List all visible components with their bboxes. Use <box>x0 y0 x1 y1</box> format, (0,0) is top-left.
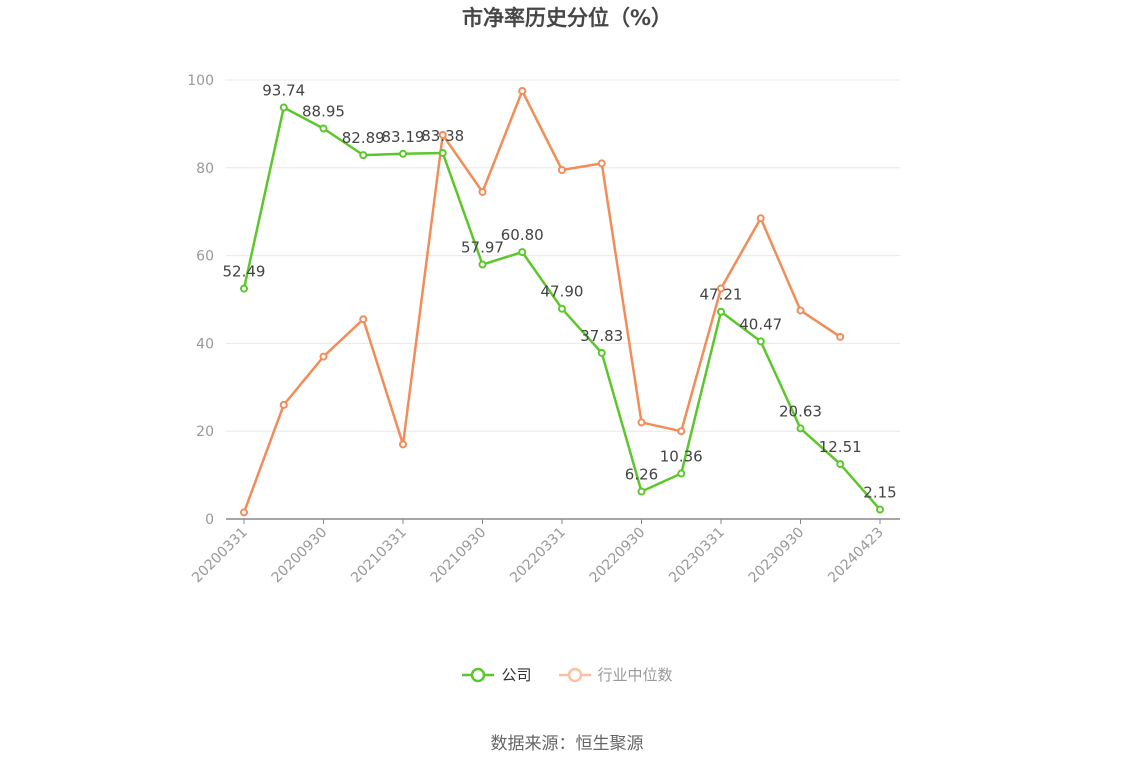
data-label-company: 2.15 <box>863 484 896 502</box>
data-point-industry <box>240 508 248 517</box>
legend: 公司 行业中位数 <box>0 664 1134 685</box>
data-point-company <box>319 124 328 133</box>
axis-layer: 0 20 40 60 80 100 20200331 20200930 20210331 2021… <box>187 73 900 586</box>
y-tick-label: 0 <box>205 512 214 528</box>
legend-company-marker-icon <box>462 667 495 682</box>
x-tick-label: 20200331 <box>189 525 251 587</box>
data-point-company <box>836 460 845 469</box>
data-point-company <box>399 149 407 158</box>
data-point-industry <box>438 130 447 139</box>
data-point-company <box>717 307 725 316</box>
data-point-company <box>796 424 805 433</box>
x-tick-label: 20230331 <box>666 525 728 587</box>
data-label-company: 12.51 <box>819 438 862 456</box>
data-point-company <box>240 284 248 293</box>
data-label-company: 52.49 <box>223 263 266 281</box>
y-tick-label: 20 <box>196 424 214 440</box>
data-source: 数据来源：恒生聚源 <box>490 734 644 754</box>
data-point-industry <box>558 165 566 174</box>
data-point-company <box>597 348 606 357</box>
data-point-industry <box>717 284 725 293</box>
data-point-industry <box>478 187 487 196</box>
data-point-company <box>677 469 686 478</box>
data-point-industry <box>279 400 288 409</box>
data-label-company: 20.63 <box>779 402 822 420</box>
series-layer <box>240 86 884 517</box>
x-tick-label: 20210930 <box>428 525 490 587</box>
data-point-company <box>279 103 288 112</box>
legend-industry-label: 行业中位数 <box>597 666 673 684</box>
y-tick-label: 80 <box>196 161 214 177</box>
data-label-company: 93.74 <box>262 81 305 99</box>
y-tick-label: 60 <box>196 249 214 265</box>
data-point-company <box>756 337 765 346</box>
legend-item-industry[interactable]: 行业中位数 <box>558 664 673 685</box>
data-point-industry <box>677 427 686 436</box>
data-point-company <box>438 148 447 157</box>
data-point-industry <box>836 332 845 341</box>
y-tick-label: 40 <box>196 336 214 352</box>
y-tick-label: 100 <box>187 73 214 89</box>
x-tick-label: 20200930 <box>269 525 331 587</box>
data-label-company: 10.36 <box>660 448 703 466</box>
data-point-company <box>478 260 487 269</box>
grid-layer <box>226 79 900 432</box>
legend-company-label: 公司 <box>501 666 532 684</box>
x-tick-label: 20210331 <box>348 525 410 587</box>
data-label-company: 57.97 <box>461 239 504 257</box>
series-line-industry <box>242 89 841 513</box>
legend-item-company[interactable]: 公司 <box>461 664 532 685</box>
data-label-company: 40.47 <box>739 315 782 333</box>
data-point-company <box>359 151 368 160</box>
data-point-industry <box>518 86 527 95</box>
data-label-company: 83.19 <box>382 128 425 146</box>
data-label-company: 47.90 <box>541 283 584 301</box>
data-label-company: 60.80 <box>501 226 544 244</box>
legend-industry-marker-icon <box>558 667 591 682</box>
data-label-company: 82.89 <box>342 129 385 147</box>
data-label-company: 88.95 <box>302 103 345 121</box>
data-point-company <box>558 304 566 313</box>
data-point-industry <box>796 306 805 315</box>
data-point-company <box>876 505 884 514</box>
data-label-company: 47.21 <box>700 286 743 304</box>
x-tick-label: 20230930 <box>746 525 808 587</box>
data-point-industry <box>319 352 328 361</box>
data-point-industry <box>597 159 606 168</box>
data-label-company: 37.83 <box>580 327 623 345</box>
data-point-company <box>637 487 646 496</box>
x-tick-label: 20220930 <box>587 525 649 587</box>
chart-title: 市净率历史分位（%） <box>461 6 673 30</box>
data-point-industry <box>637 418 646 427</box>
data-point-industry <box>359 315 368 324</box>
data-label-company: 6.26 <box>625 466 658 484</box>
x-tick-label: 20220331 <box>507 525 569 587</box>
data-point-company <box>518 248 527 257</box>
data-point-industry <box>399 440 407 449</box>
data-point-industry <box>756 214 765 223</box>
x-tick-label: 20240423 <box>825 525 887 587</box>
data-label-company: 83.38 <box>421 127 464 145</box>
